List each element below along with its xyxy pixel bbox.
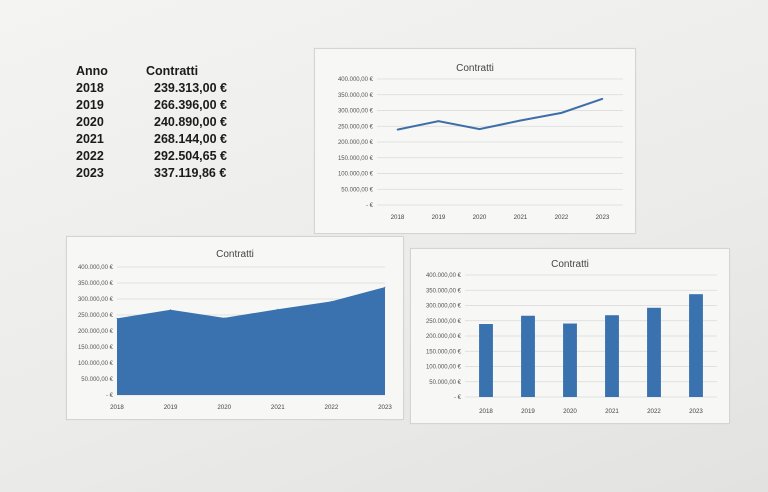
x-tick-label: 2020	[473, 214, 487, 221]
table-cell-value: 239.313,00 €	[154, 81, 227, 95]
bar	[521, 315, 535, 397]
x-tick-label: 2021	[271, 404, 285, 411]
y-tick-label: 400.000,00 €	[338, 77, 374, 83]
x-tick-label: 2023	[378, 404, 392, 411]
x-tick-label: 2023	[596, 214, 610, 221]
x-tick-label: 2019	[164, 404, 178, 411]
table-row: 2020 240.890,00 €	[76, 115, 246, 132]
x-tick-label: 2022	[647, 408, 661, 415]
y-tick-label: 400.000,00 €	[78, 265, 114, 271]
y-tick-label: 150.000,00 €	[426, 349, 462, 355]
table-row: 2021 268.144,00 €	[76, 132, 246, 149]
bar	[479, 324, 493, 397]
data-point	[277, 308, 279, 310]
line-chart-panel: Contratti 400.000,00 € 350.000,00 € 300.000…	[314, 48, 636, 234]
data-point	[560, 112, 563, 114]
table-header-value: Contratti	[146, 64, 199, 78]
x-tick-label: 2018	[391, 214, 405, 221]
y-tick-label: 350.000,00 €	[338, 93, 374, 99]
data-point	[330, 300, 332, 302]
table-cell-value: 268.144,00 €	[154, 132, 227, 146]
data-point	[601, 98, 604, 100]
data-point	[384, 286, 386, 288]
table-cell-year: 2023	[76, 166, 104, 180]
data-point	[519, 119, 522, 122]
y-tick-label: 100.000,00 €	[338, 172, 374, 178]
y-tick-label: 200.000,00 €	[78, 329, 114, 335]
bar-chart-panel: Contratti 400.000,00 € 350.000,00 € 300.000…	[410, 248, 730, 424]
line-chart: Contratti 400.000,00 € 350.000,00 € 300.000…	[338, 63, 623, 221]
y-tick-label: 300.000,00 €	[78, 297, 114, 303]
table-cell-year: 2019	[76, 98, 104, 112]
table-cell-year: 2022	[76, 149, 104, 163]
table-cell-year: 2018	[76, 81, 104, 95]
data-point	[223, 317, 225, 319]
table-cell-year: 2021	[76, 132, 104, 146]
y-tick-label: 350.000,00 €	[426, 288, 462, 294]
bar	[605, 315, 619, 397]
x-tick-label: 2019	[521, 408, 535, 415]
data-point	[116, 317, 118, 319]
area-chart-panel: Contratti 400.000,00 € 350.000,00 € 300.000…	[66, 236, 404, 420]
data-point	[170, 309, 172, 311]
y-tick-label: 300.000,00 €	[426, 304, 462, 310]
x-tick-label: 2021	[605, 408, 619, 415]
chart-title: Contratti	[456, 63, 494, 74]
data-table: Anno Contratti 2018 239.313,00 € 2019 26…	[58, 60, 248, 200]
table-cell-value: 292.504,65 €	[154, 149, 227, 163]
table-row: 2023 337.119,86 €	[76, 166, 246, 183]
x-tick-label: 2020	[217, 404, 231, 411]
y-tick-label: 50.000,00 €	[341, 187, 373, 193]
y-tick-label: 200.000,00 €	[426, 334, 462, 340]
x-tick-label: 2018	[110, 404, 124, 411]
table-row: 2018 239.313,00 €	[76, 81, 246, 98]
y-tick-label: 50.000,00 €	[81, 377, 113, 383]
y-tick-label: - €	[106, 393, 114, 399]
y-tick-label: - €	[454, 395, 462, 401]
table-row: 2022 292.504,65 €	[76, 149, 246, 166]
x-tick-label: 2023	[689, 408, 703, 415]
bar	[647, 307, 661, 397]
area-chart: Contratti 400.000,00 € 350.000,00 € 300.000…	[78, 249, 392, 411]
table-row: 2019 266.396,00 €	[76, 98, 246, 115]
y-tick-label: 250.000,00 €	[78, 313, 114, 319]
bar	[563, 323, 577, 397]
data-point	[437, 120, 440, 122]
x-tick-label: 2022	[325, 404, 339, 411]
series-line	[397, 97, 603, 131]
y-tick-label: 150.000,00 €	[78, 345, 114, 351]
y-tick-label: 300.000,00 €	[338, 109, 374, 115]
table-cell-value: 240.890,00 €	[154, 115, 227, 129]
y-tick-label: 100.000,00 €	[426, 365, 462, 371]
data-point	[396, 128, 399, 131]
bar	[689, 294, 703, 397]
y-tick-label: 250.000,00 €	[426, 319, 462, 325]
y-tick-label: 350.000,00 €	[78, 281, 114, 287]
chart-title: Contratti	[551, 259, 589, 270]
x-tick-label: 2022	[555, 214, 569, 221]
y-tick-label: 100.000,00 €	[78, 361, 114, 367]
table-cell-value: 337.119,86 €	[154, 166, 227, 180]
y-tick-label: 200.000,00 €	[338, 140, 374, 146]
x-tick-label: 2019	[432, 214, 446, 221]
y-tick-label: 250.000,00 €	[338, 124, 374, 130]
data-point	[478, 128, 481, 130]
series-area	[117, 287, 385, 395]
table-cell-value: 266.396,00 €	[154, 98, 227, 112]
y-tick-label: 150.000,00 €	[338, 156, 374, 162]
y-tick-label: - €	[366, 203, 374, 209]
x-tick-label: 2020	[563, 408, 577, 415]
y-tick-label: 50.000,00 €	[429, 380, 461, 386]
x-tick-label: 2021	[514, 214, 528, 221]
y-tick-label: 400.000,00 €	[426, 273, 462, 279]
table-header-year: Anno	[76, 64, 108, 78]
table-cell-year: 2020	[76, 115, 104, 129]
x-tick-label: 2018	[479, 408, 493, 415]
chart-title: Contratti	[216, 249, 254, 260]
bar-chart: Contratti 400.000,00 € 350.000,00 € 300.000…	[426, 259, 717, 415]
